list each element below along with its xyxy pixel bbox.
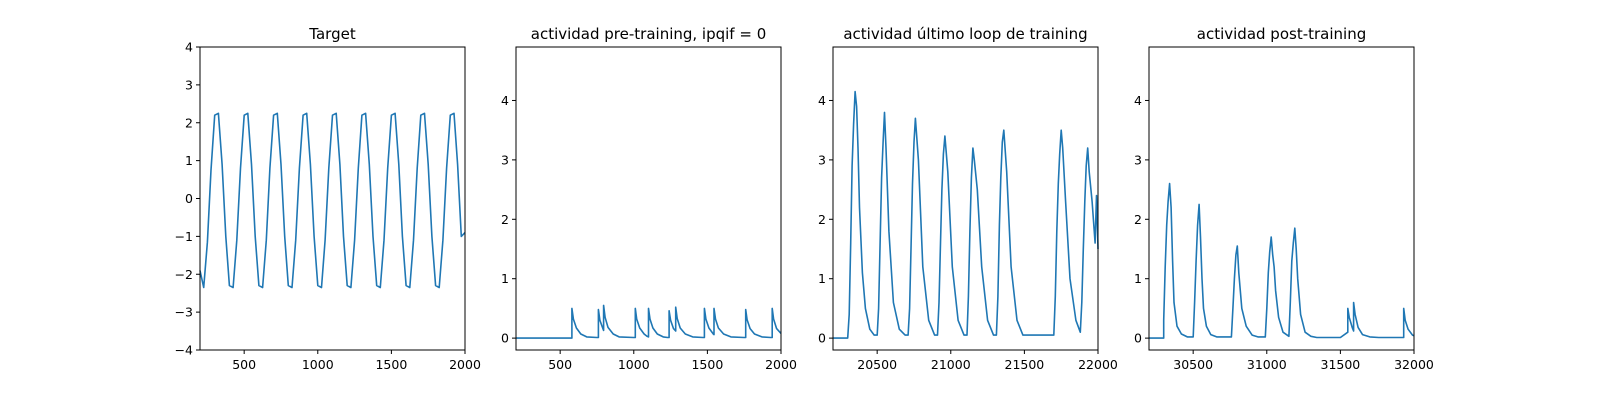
y-tick-label: 2 <box>185 115 193 130</box>
x-tick-label: 20500 <box>857 357 897 372</box>
x-tick-label: 22000 <box>1078 357 1118 372</box>
chart-panel-target: 500 1000 1500 2000 −4 −3 −2 −1 0 1 2 3 4 Target <box>175 25 481 372</box>
y-tick-label: 1 <box>1134 271 1142 286</box>
x-tick-label: 2000 <box>765 357 797 372</box>
axes-frame <box>1148 46 1415 351</box>
x-tick-label: 21500 <box>1005 357 1045 372</box>
chart-title: actividad último loop de training <box>843 25 1087 43</box>
y-tick-label: 3 <box>818 152 826 167</box>
axes-frame <box>832 46 1099 351</box>
chart-panel-pre-training: 500 1000 1500 2000 0 1 2 3 4 actividad pre-traini… <box>501 25 797 372</box>
x-tick-label: 21000 <box>931 357 971 372</box>
x-tick-label: 500 <box>548 357 572 372</box>
y-tick-label: −3 <box>175 305 193 320</box>
y-tick-label: 2 <box>818 212 826 227</box>
y-tick-label: 1 <box>185 153 193 168</box>
series-line-0 <box>199 112 466 289</box>
chart-title: actividad post-training <box>1197 25 1366 43</box>
x-tick-label: 31500 <box>1321 357 1361 372</box>
x-tick-label: 32000 <box>1394 357 1434 372</box>
y-tick-label: 4 <box>1134 93 1142 108</box>
y-tick-label: 1 <box>818 271 826 286</box>
y-tick-label: 0 <box>1134 331 1142 346</box>
x-tick-label: 1500 <box>691 357 723 372</box>
y-tick-label: 0 <box>185 191 193 206</box>
y-tick-label: 4 <box>818 93 826 108</box>
y-tick-label: −2 <box>175 267 193 282</box>
chart-title: Target <box>308 25 356 43</box>
axes-frame <box>515 46 782 351</box>
x-tick-label: 1500 <box>375 357 407 372</box>
y-tick-label: 3 <box>501 152 509 167</box>
x-tick-label: 1000 <box>302 357 334 372</box>
series-line-0 <box>516 304 782 339</box>
axes-frame <box>199 46 466 351</box>
x-tick-label: 1000 <box>618 357 650 372</box>
y-tick-label: −4 <box>175 343 193 358</box>
y-tick-label: 3 <box>1134 152 1142 167</box>
y-tick-label: 4 <box>501 93 509 108</box>
y-tick-label: 1 <box>501 271 509 286</box>
x-tick-label: 30500 <box>1173 357 1213 372</box>
x-tick-label: 500 <box>232 357 256 372</box>
y-tick-label: 3 <box>185 77 193 92</box>
y-tick-label: 4 <box>185 40 193 55</box>
x-tick-label: 31000 <box>1247 357 1287 372</box>
y-tick-label: 0 <box>501 331 509 346</box>
chart-panel-last-training-loop: 20500 21000 21500 22000 0 1 2 3 4 actividad últim… <box>818 25 1118 372</box>
y-tick-label: 0 <box>818 331 826 346</box>
chart-title: actividad pre-training, ipqif = 0 <box>531 25 767 43</box>
chart-panel-post-training: 30500 31000 31500 32000 0 1 2 3 4 actividad post-… <box>1134 25 1434 372</box>
y-tick-label: 2 <box>1134 212 1142 227</box>
y-tick-label: −1 <box>175 229 193 244</box>
series-line-0 <box>833 90 1099 339</box>
series-line-0 <box>1149 182 1415 339</box>
x-tick-label: 2000 <box>449 357 481 372</box>
y-tick-label: 2 <box>501 212 509 227</box>
